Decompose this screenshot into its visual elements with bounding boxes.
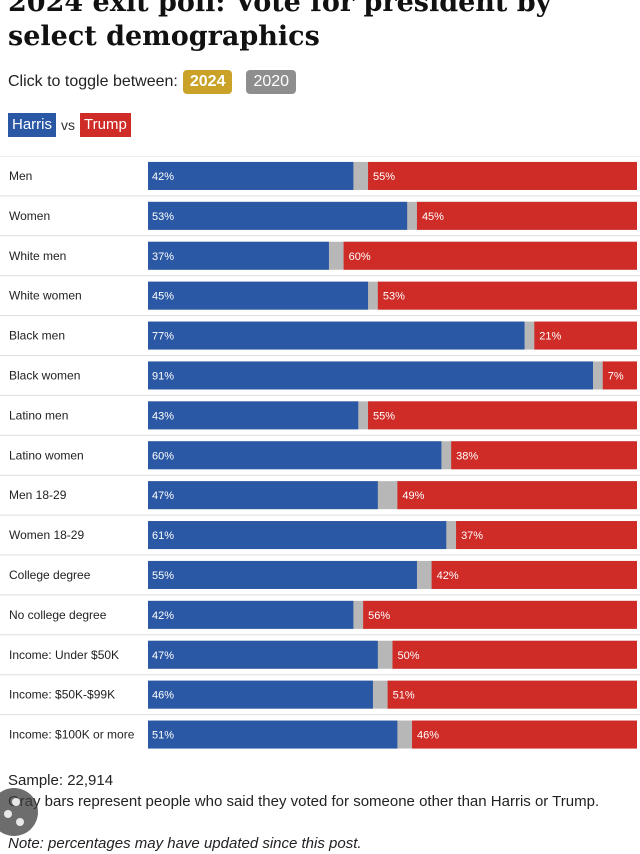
category-label-white-men: White men <box>9 249 66 263</box>
harris-value-income-under-50k: 47% <box>152 650 174 662</box>
harris-bar-income-under-50k <box>148 640 378 669</box>
harris-value-college-degree: 55% <box>152 570 174 582</box>
harris-bar-latino-men <box>148 401 359 430</box>
legend: Harris vs Trump <box>8 112 131 137</box>
harris-bar-men-18-29 <box>148 481 378 510</box>
trump-bar-latino-men <box>368 401 637 430</box>
harris-value-latino-women: 60% <box>152 450 174 462</box>
trump-bar-women-18-29 <box>456 521 637 550</box>
harris-value-women: 53% <box>152 211 174 223</box>
category-label-income-100k-or-more: Income: $100K or more <box>9 728 135 742</box>
sample-size: Sample: 22,914 <box>8 772 114 789</box>
category-label-black-men: Black men <box>9 329 65 343</box>
harris-bar-black-men <box>148 321 525 350</box>
harris-value-latino-men: 43% <box>152 410 174 422</box>
toggle-label: Click to toggle between: <box>8 73 178 90</box>
trump-bar-no-college-degree <box>363 600 637 629</box>
harris-value-black-women: 91% <box>152 370 174 382</box>
trump-value-white-men: 60% <box>349 251 371 263</box>
harris-bar-white-women <box>148 281 369 310</box>
harris-value-income-100k-or-more: 51% <box>152 730 174 742</box>
harris-bar-no-college-degree <box>148 600 354 629</box>
trump-value-men-18-29: 49% <box>402 490 424 502</box>
harris-bar-women <box>148 201 408 230</box>
harris-bar-men <box>148 161 354 190</box>
page-title: 2024 exit poll: Vote for president by se… <box>8 0 552 52</box>
legend-vs: vs <box>61 116 75 133</box>
share-badge-icon[interactable] <box>0 788 38 836</box>
harris-bar-latino-women <box>148 441 442 470</box>
trump-value-men: 55% <box>373 171 395 183</box>
trump-value-black-men: 21% <box>539 331 561 343</box>
harris-bar-income-100k-or-more <box>148 720 398 749</box>
toggle-2020-button[interactable]: 2020 <box>246 70 297 94</box>
category-label-men-18-29: Men 18-29 <box>9 488 67 502</box>
exit-poll-chart: Men 42% 55% Women 53% 45% White men 37% 60% White… <box>0 156 640 749</box>
category-label-white-women: White women <box>9 289 82 303</box>
trump-value-income-50k-99k: 51% <box>393 690 415 702</box>
harris-bar-income-50k-99k <box>148 680 373 709</box>
trump-value-latino-men: 55% <box>373 410 395 422</box>
harris-value-white-men: 37% <box>152 251 174 263</box>
trump-value-no-college-degree: 56% <box>368 610 390 622</box>
category-label-women-18-29: Women 18-29 <box>9 528 84 542</box>
trump-bar-latino-women <box>451 441 637 470</box>
harris-value-no-college-degree: 42% <box>152 610 174 622</box>
trump-bar-women <box>416 201 637 230</box>
harris-value-men: 42% <box>152 171 174 183</box>
category-label-no-college-degree: No college degree <box>9 608 107 622</box>
category-label-men: Men <box>9 169 32 183</box>
harris-bar-white-men <box>148 241 329 270</box>
update-note: Note: percentages may have updated since… <box>8 835 362 852</box>
harris-value-white-women: 45% <box>152 291 174 303</box>
category-label-college-degree: College degree <box>9 568 91 582</box>
harris-value-black-men: 77% <box>152 331 174 343</box>
trump-bar-white-men <box>343 241 637 270</box>
trump-bar-black-men <box>534 321 637 350</box>
trump-value-income-under-50k: 50% <box>398 650 420 662</box>
trump-bar-black-women <box>602 361 637 390</box>
harris-bar-black-women <box>148 361 593 390</box>
trump-bar-college-degree <box>431 560 637 589</box>
harris-bar-college-degree <box>148 560 417 589</box>
trump-bar-men-18-29 <box>397 481 637 510</box>
trump-value-latino-women: 38% <box>456 450 478 462</box>
trump-bar-income-under-50k <box>392 640 637 669</box>
trump-bar-income-50k-99k <box>387 680 637 709</box>
trump-bar-men <box>368 161 637 190</box>
toggle-2024-button[interactable]: 2024 <box>182 70 233 94</box>
year-toggle: Click to toggle between: 2024 2020 <box>8 69 297 95</box>
harris-bar-women-18-29 <box>148 521 447 550</box>
trump-value-white-women: 53% <box>383 291 405 303</box>
trump-value-women: 45% <box>422 211 444 223</box>
category-label-income-under-50k: Income: Under $50K <box>9 648 119 662</box>
legend-harris: Harris <box>8 112 56 137</box>
category-label-black-women: Black women <box>9 368 80 382</box>
gray-bar-note: Gray bars represent people who said they… <box>8 793 600 810</box>
trump-value-income-100k-or-more: 46% <box>417 730 439 742</box>
trump-bar-income-100k-or-more <box>412 720 637 749</box>
trump-value-college-degree: 42% <box>437 570 459 582</box>
category-label-income-50k-99k: Income: $50K-$99K <box>9 688 115 702</box>
legend-trump: Trump <box>80 112 131 137</box>
trump-value-black-women: 7% <box>608 370 624 382</box>
harris-value-income-50k-99k: 46% <box>152 690 174 702</box>
harris-value-women-18-29: 61% <box>152 530 174 542</box>
category-label-latino-men: Latino men <box>9 408 68 422</box>
category-label-women: Women <box>9 209 50 223</box>
category-label-latino-women: Latino women <box>9 448 84 462</box>
harris-value-men-18-29: 47% <box>152 490 174 502</box>
trump-bar-white-women <box>377 281 637 310</box>
trump-value-women-18-29: 37% <box>461 530 483 542</box>
